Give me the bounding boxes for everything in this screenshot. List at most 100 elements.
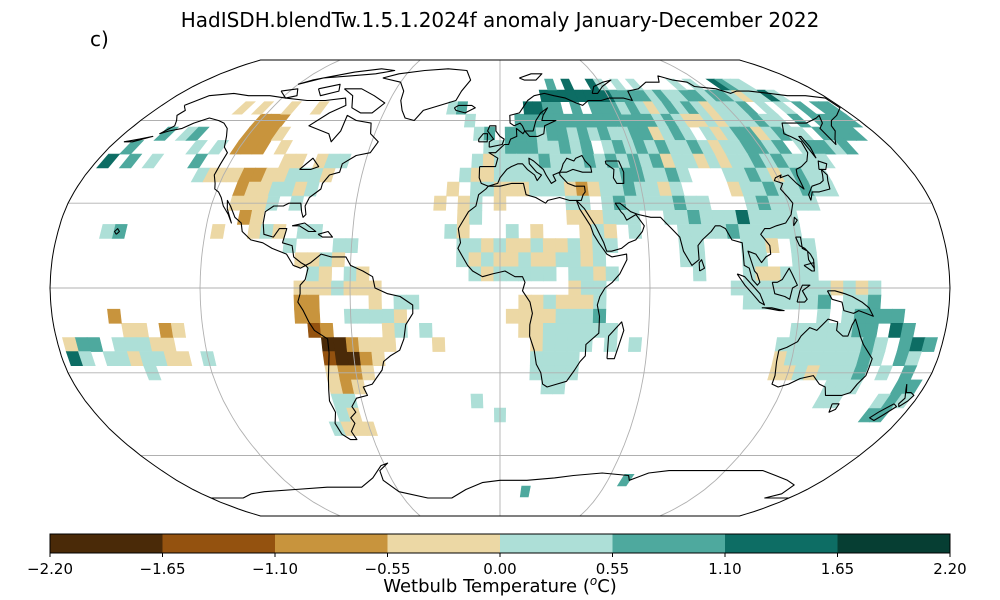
colorbar-label-text: Wetbulb Temperature ( [383,576,590,597]
colorbar-bin [50,534,163,553]
colorbar-tick-label: 1.10 [708,560,741,578]
coastline [478,75,841,286]
anomaly-cell [692,266,707,282]
coastline [113,228,120,235]
anomaly-cell [560,78,575,91]
colorbar-bin [837,534,951,553]
anomaly-cell [543,266,557,282]
coastline [591,79,612,94]
anomaly-cell [118,153,143,169]
colorbar-bin [725,534,838,553]
coastline [606,321,625,360]
colorbar-bin [387,534,501,553]
coastline [798,135,817,159]
anomaly-cell [318,266,333,282]
colorbar-bin [162,534,276,553]
coastline [524,107,557,137]
anomaly-cell [431,337,446,352]
colorbar-tick-label: 0.00 [483,560,516,578]
colorbar-bins [50,534,951,553]
anomaly-cell [627,337,643,352]
anomaly-cell [834,140,859,155]
anomaly-cell [616,474,635,487]
anomaly-cell [624,78,645,91]
anomaly-cell [356,266,370,282]
anomaly-cell [823,393,845,409]
colorbar-label-sup: o [589,574,598,588]
coastline [796,284,811,303]
coastline [317,230,334,238]
coastline [803,262,815,272]
anomaly-cell [675,167,693,183]
anomaly-cell [764,238,780,253]
coastline [761,307,785,312]
panel-label: c) [90,27,109,51]
coastline [297,68,396,85]
anomaly-cell [605,266,620,282]
coastline [826,290,874,317]
anomaly-cell [519,485,531,498]
anomaly-cell [141,153,165,169]
anomaly-cell [309,101,330,115]
anomaly-cell [729,78,758,91]
colorbar-ticks: −2.20 −1.65 −1.10 −0.55 0.00 0.55 1.10 1.65 2.20 [27,553,967,578]
anomaly-cell [77,351,96,366]
coastline [519,73,543,81]
anomaly-cell [470,393,484,409]
globe-outline [49,59,951,517]
coastline [280,88,299,99]
coastline [344,88,386,114]
anomaly-cell [813,153,836,169]
anomaly-cell [175,351,193,366]
coastline [698,259,706,272]
anomaly-cell [209,224,226,239]
colorbar-bin [612,534,726,553]
coastline [487,125,505,148]
anomaly-cell [868,407,893,423]
colorbar-label: Wetbulb Temperature (oC) [0,574,1000,597]
anomaly-cell [251,140,272,155]
coastline [297,253,414,441]
anomaly-cell [921,337,938,352]
coastline [382,68,472,122]
anomaly-cell [603,337,618,352]
anomaly-cell [280,101,303,115]
anomaly-cell [328,421,347,436]
coastline [793,216,798,227]
anomaly-cell [250,101,275,115]
graticule [50,60,950,516]
anomaly-cell [891,393,915,409]
colorbar-bin [275,534,388,553]
coastline [478,133,489,143]
coastline [828,403,840,413]
coastline [123,135,154,143]
colorbar-tick-label: −2.20 [27,560,73,578]
map-title: HadISDH.blendTw.1.5.1.2024f anomaly Janu… [180,8,820,32]
anomaly-cell [544,78,557,91]
coastline [453,104,476,114]
colorbar-tick-label: 2.20 [933,560,966,578]
colorbar-bin [500,534,613,553]
anomaly-cell [334,153,352,169]
anomaly-cell [469,210,483,225]
coastline [604,160,625,184]
anomaly-cell [405,294,420,310]
anomaly-cell [665,78,688,91]
coastline [299,157,320,170]
colorbar-tick-label: 1.65 [821,560,854,578]
anomaly-cell [107,308,122,324]
coastlines [113,68,915,499]
colorbar-tick-label: 0.55 [596,560,629,578]
coastline [869,403,898,422]
anomaly-cell [99,224,116,239]
anomaly-cell [627,224,643,239]
coastline [817,160,828,170]
coastline [457,182,628,388]
coastline [736,273,766,306]
colorbar-tick-label: −1.10 [252,560,298,578]
coastline [317,83,341,97]
anomaly-cell [231,101,256,115]
coastline [898,384,915,408]
anomaly-cell [868,393,891,409]
